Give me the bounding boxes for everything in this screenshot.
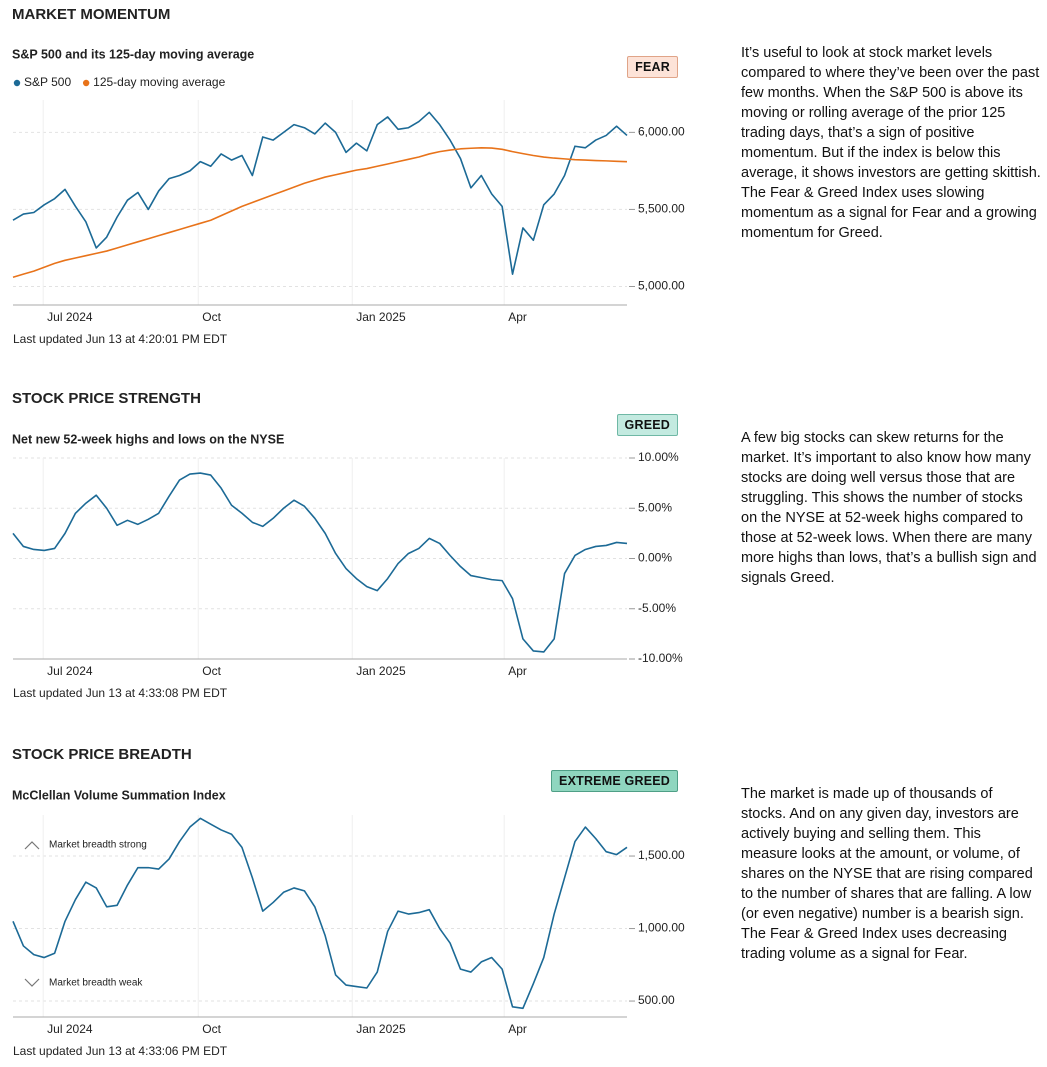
y-tick-label: 1,000.00 (638, 921, 685, 935)
legend-label: 125-day moving average (93, 75, 225, 89)
y-tick-label: 5,500.00 (638, 202, 685, 216)
status-badge: GREED (616, 414, 678, 436)
y-tick-label: -5.00% (638, 601, 676, 615)
x-tick-label: Apr (508, 664, 527, 678)
footnote: Last updated Jun 13 at 4:33:08 PM EDT (13, 686, 228, 700)
chart-subtitle: S&P 500 and its 125-day moving average (12, 47, 254, 61)
x-tick-label: Jan 2025 (356, 1022, 406, 1036)
legend-label: S&P 500 (24, 75, 71, 89)
y-tick-label: 5,000.00 (638, 279, 685, 293)
y-tick-label: 0.00% (638, 551, 672, 565)
x-tick-label: Jan 2025 (356, 310, 406, 324)
y-tick-label: 1,500.00 (638, 848, 685, 862)
status-badge: FEAR (627, 56, 678, 78)
series-line (12, 472, 628, 653)
legend-marker (13, 79, 21, 87)
section-title: MARKET MOMENTUM (12, 6, 170, 23)
legend-marker (82, 79, 90, 87)
section-title: STOCK PRICE STRENGTH (12, 390, 201, 407)
y-tick-label: 500.00 (638, 993, 675, 1007)
x-tick-label: Oct (202, 664, 221, 678)
status-badge: EXTREME GREED (551, 770, 678, 792)
annotation-chevron (24, 978, 40, 987)
x-tick-label: Jul 2024 (47, 1022, 93, 1036)
series-line (12, 817, 628, 1010)
annotation: Market breadth weak (49, 978, 143, 989)
description: It’s useful to look at stock market leve… (741, 45, 1041, 241)
x-tick-label: Apr (508, 1022, 527, 1036)
chart-subtitle: Net new 52-week highs and lows on the NY… (12, 432, 284, 446)
y-tick-label: 10.00% (638, 450, 679, 464)
y-tick-label: -10.00% (638, 651, 683, 665)
x-tick-label: Jul 2024 (47, 310, 93, 324)
x-tick-label: Oct (202, 1022, 221, 1036)
section-title: STOCK PRICE BREADTH (12, 746, 192, 763)
series-line (12, 146, 628, 279)
annotation-chevron (24, 841, 40, 850)
x-tick-label: Oct (202, 310, 221, 324)
description: The market is made up of thousands of st… (741, 786, 1033, 962)
footnote: Last updated Jun 13 at 4:33:06 PM EDT (13, 1044, 228, 1058)
y-tick-label: 6,000.00 (638, 125, 685, 139)
description: A few big stocks can skew returns for th… (741, 430, 1037, 586)
chart-subtitle: McClellan Volume Summation Index (12, 788, 226, 802)
x-tick-label: Jul 2024 (47, 664, 93, 678)
x-tick-label: Apr (508, 310, 527, 324)
y-tick-label: 5.00% (638, 500, 672, 514)
annotation: Market breadth strong (49, 840, 147, 851)
x-tick-label: Jan 2025 (356, 664, 406, 678)
series-line (12, 111, 628, 275)
footnote: Last updated Jun 13 at 4:20:01 PM EDT (13, 332, 228, 346)
